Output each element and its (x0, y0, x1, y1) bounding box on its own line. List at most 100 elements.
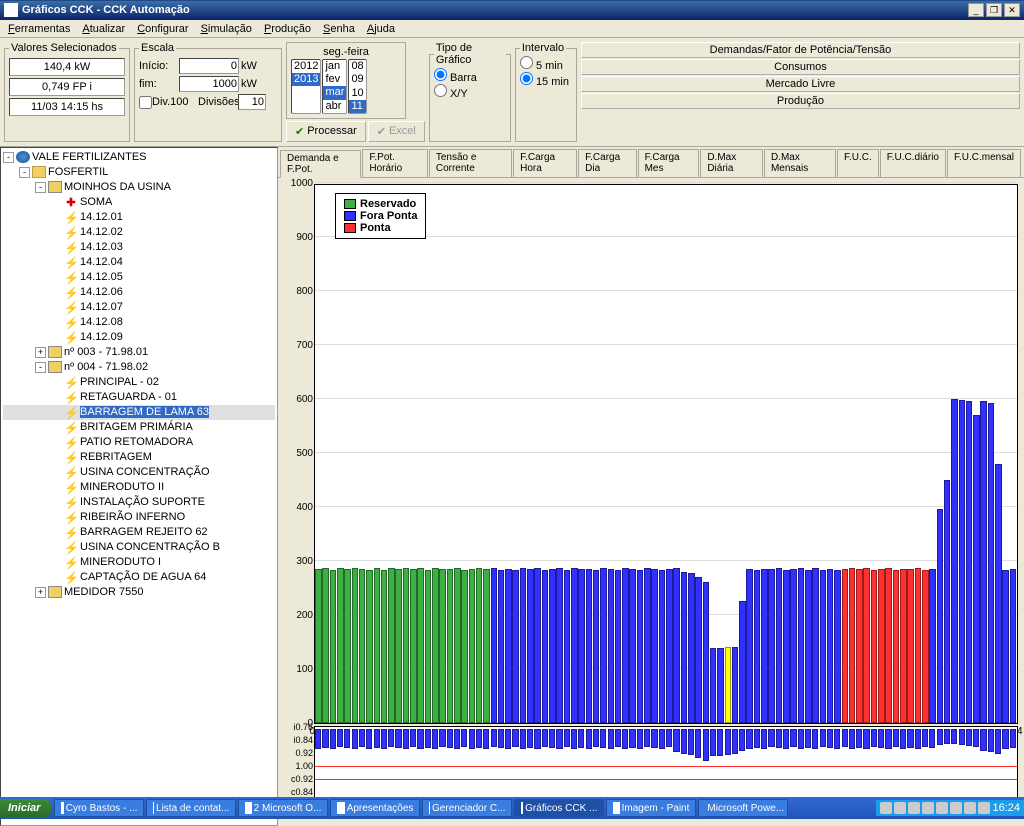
chart-tab[interactable]: Tensão e Corrente (429, 149, 512, 177)
category-tab[interactable]: Produção (581, 93, 1020, 109)
start-button[interactable]: Iniciar (0, 799, 52, 817)
tree-node[interactable]: ⚡RIBEIRÃO INFERNO (3, 510, 275, 525)
tree-node[interactable]: ⚡14.12.09 (3, 330, 275, 345)
tree-node[interactable]: -VALE FERTILIZANTES (3, 150, 275, 165)
tray-icon[interactable] (922, 802, 934, 814)
bolt-icon: ⚡ (64, 451, 78, 463)
tree-node[interactable]: ⚡BARRAGEM REJEITO 62 (3, 525, 275, 540)
category-tab[interactable]: Mercado Livre (581, 76, 1020, 92)
chart-tab[interactable]: F.Carga Hora (513, 149, 577, 177)
menu-item[interactable]: Atualizar (76, 21, 131, 37)
menu-item[interactable]: Ferramentas (2, 21, 76, 37)
minimize-button[interactable]: _ (968, 3, 984, 17)
tree-node[interactable]: ⚡INSTALAÇÃO SUPORTE (3, 495, 275, 510)
taskbar-item[interactable]: Apresentações (330, 799, 420, 817)
fim-input[interactable] (179, 76, 239, 92)
maximize-button[interactable]: ❐ (986, 3, 1002, 17)
divisoes-input[interactable] (238, 94, 266, 110)
taskbar-item[interactable]: Lista de contat... (146, 799, 236, 817)
inicio-input[interactable] (179, 58, 239, 74)
tree-node[interactable]: ⚡14.12.05 (3, 270, 275, 285)
close-button[interactable]: ✕ (1004, 3, 1020, 17)
tree-node[interactable]: +MEDIDOR 7550 (3, 585, 275, 600)
tree-node[interactable]: ⚡14.12.06 (3, 285, 275, 300)
chart-tab[interactable]: D.Max Mensais (764, 149, 836, 177)
tray-icon[interactable] (964, 802, 976, 814)
menu-item[interactable]: Ajuda (361, 21, 401, 37)
menu-item[interactable]: Configurar (131, 21, 194, 37)
sec-bar (366, 729, 372, 750)
taskbar-item[interactable]: Cyro Bastos - ... (54, 799, 144, 817)
tree-node[interactable]: ⚡RETAGUARDA - 01 (3, 390, 275, 405)
chart-tab[interactable]: F.U.C.mensal (947, 149, 1021, 177)
tree-node[interactable]: ⚡PATIO RETOMADORA (3, 435, 275, 450)
tree-node[interactable]: ⚡USINA CONCENTRAÇÃO (3, 465, 275, 480)
chart-tab[interactable]: F.Carga Mes (638, 149, 700, 177)
excel-button[interactable]: ✔Excel (368, 121, 425, 142)
chart-bar (425, 570, 432, 723)
chart-tab[interactable]: F.Carga Dia (578, 149, 636, 177)
valores-selecionados-group: Valores Selecionados 140,4 kW 0,749 FP i… (4, 42, 130, 142)
chart-tab[interactable]: F.Pot. Horário (362, 149, 427, 177)
tree-node[interactable]: ⚡BARRAGEM DE LAMA 63 (3, 405, 275, 420)
tray-icon[interactable] (936, 802, 948, 814)
category-tab[interactable]: Consumos (581, 59, 1020, 75)
taskbar-item[interactable]: Gráficos CCK ... (514, 799, 604, 817)
tree-node[interactable]: ⚡USINA CONCENTRAÇÃO B (3, 540, 275, 555)
chart-tab[interactable]: Demanda e F.Pot. (280, 150, 361, 178)
tree-node[interactable]: ⚡PRINCIPAL - 02 (3, 375, 275, 390)
sec-bar (695, 729, 701, 758)
tree-node[interactable]: ⚡14.12.02 (3, 225, 275, 240)
taskbar-item[interactable]: Microsoft Powe... (698, 799, 788, 817)
intervalo-15min-option[interactable]: 15 min (520, 72, 572, 88)
processar-button[interactable]: ✔Processar (286, 121, 366, 142)
chart-bar (432, 568, 439, 723)
tree-node[interactable]: ⚡MINERODUTO II (3, 480, 275, 495)
chart-bar (542, 570, 549, 723)
chart-tab[interactable]: F.U.C. (837, 149, 879, 177)
tree-node[interactable]: -nº 004 - 71.98.02 (3, 360, 275, 375)
menu-item[interactable]: Simulação (195, 21, 258, 37)
tree-node[interactable]: ⚡14.12.01 (3, 210, 275, 225)
category-tab[interactable]: Demandas/Fator de Potência/Tensão (581, 42, 1020, 58)
chart-tab[interactable]: D.Max Diária (700, 149, 763, 177)
intervalo-5min-option[interactable]: 5 min (520, 56, 572, 72)
sec-bar (688, 729, 694, 755)
tree-view[interactable]: -VALE FERTILIZANTES-FOSFERTIL-MOINHOS DA… (0, 147, 278, 826)
menu-item[interactable]: Produção (258, 21, 317, 37)
legend-item: Fora Ponta (344, 210, 417, 222)
tree-node[interactable]: +nº 003 - 71.98.01 (3, 345, 275, 360)
year-list[interactable]: 20122013 (291, 59, 321, 114)
day-list[interactable]: 0708091011 (348, 59, 366, 114)
tree-node[interactable]: ⚡CAPTAÇÃO DE AGUA 64 (3, 570, 275, 585)
taskbar-item[interactable]: 2 Microsoft O... (238, 799, 328, 817)
system-tray[interactable]: 16:24 (876, 800, 1024, 816)
tree-node[interactable]: -MOINHOS DA USINA (3, 180, 275, 195)
tree-node[interactable]: ⚡MINERODUTO I (3, 555, 275, 570)
chart-bar (820, 570, 827, 722)
tree-node[interactable]: ⚡14.12.03 (3, 240, 275, 255)
tray-icon[interactable] (908, 802, 920, 814)
tipo-barra-option[interactable]: Barra (434, 68, 506, 84)
tree-node[interactable]: -FOSFERTIL (3, 165, 275, 180)
chart-tab[interactable]: F.U.C.diário (880, 149, 946, 177)
tree-node[interactable]: ⚡14.12.07 (3, 300, 275, 315)
tray-icon[interactable] (880, 802, 892, 814)
tree-node[interactable]: ⚡14.12.08 (3, 315, 275, 330)
div100-checkbox[interactable] (139, 96, 152, 109)
tree-node[interactable]: ⚡BRITAGEM PRIMÁRIA (3, 420, 275, 435)
tray-icon[interactable] (894, 802, 906, 814)
tree-node[interactable]: ⚡14.12.04 (3, 255, 275, 270)
menu-item[interactable]: Senha (317, 21, 361, 37)
tray-icon[interactable] (978, 802, 990, 814)
taskbar-item[interactable]: Gerenciador C... (422, 799, 512, 817)
tree-label: BARRAGEM REJEITO 62 (80, 526, 208, 538)
tree-label: MOINHOS DA USINA (64, 181, 171, 193)
taskbar-item[interactable]: Imagem - Paint (606, 799, 696, 817)
tipo-xy-option[interactable]: X/Y (434, 84, 506, 100)
tree-node[interactable]: ⚡REBRITAGEM (3, 450, 275, 465)
tree-label: 14.12.06 (80, 286, 123, 298)
tray-icon[interactable] (950, 802, 962, 814)
tree-node[interactable]: ✚SOMA (3, 195, 275, 210)
month-list[interactable]: janfevmarabrmai (322, 59, 347, 114)
